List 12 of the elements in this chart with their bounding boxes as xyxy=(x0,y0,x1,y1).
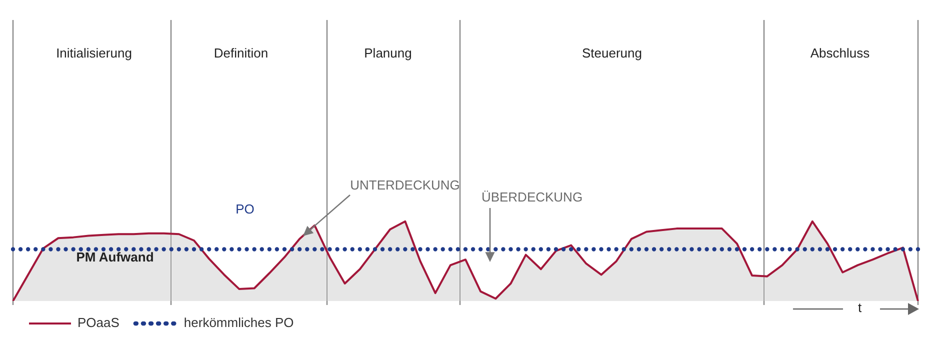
legend-label: herkömmliches PO xyxy=(184,315,294,330)
text: Steuerung xyxy=(582,46,642,61)
annotation: PM Aufwand xyxy=(76,250,154,265)
text: Initialisierung xyxy=(56,46,132,61)
text: Abschluss xyxy=(810,46,870,61)
text: Planung xyxy=(364,46,412,61)
text: UNTERDECKUNG xyxy=(350,178,460,193)
x-axis-title: t xyxy=(858,300,862,315)
legend-label: POaaS xyxy=(78,315,120,330)
text: ÜBERDECKUNG xyxy=(481,190,583,205)
text: Definition xyxy=(214,46,268,61)
text: PO xyxy=(236,202,254,217)
